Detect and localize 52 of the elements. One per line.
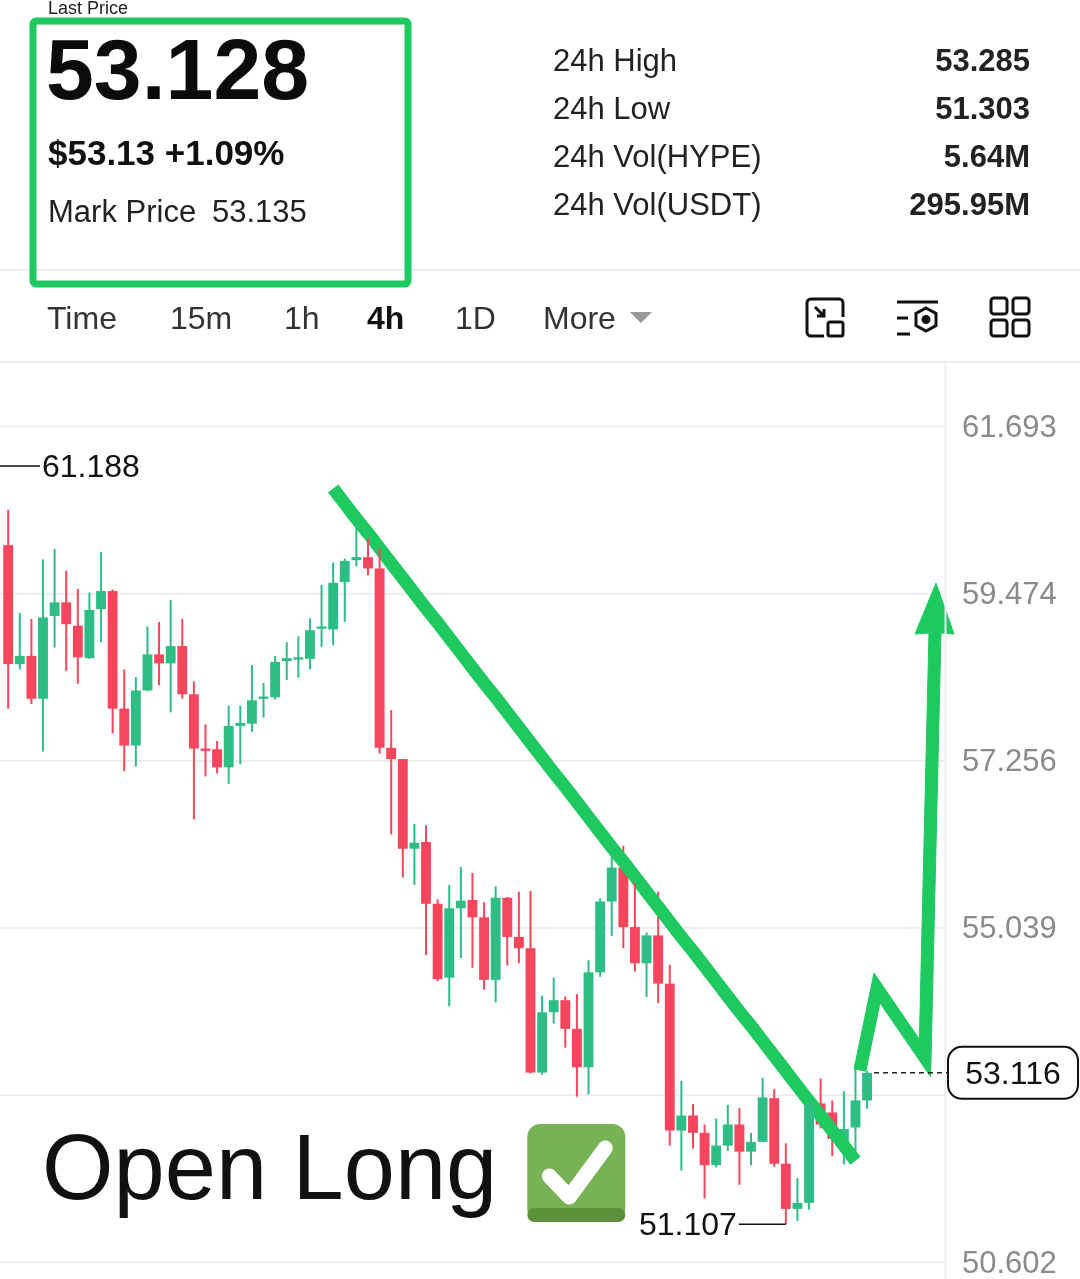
candlestick [363,537,373,577]
text: More [543,300,616,336]
text: 53.135 [212,194,307,229]
text: 24h Vol(USDT) [553,187,762,222]
text: 4h [367,300,405,336]
candlestick [676,1079,687,1172]
candlestick [386,709,397,836]
annotation: 51.107 [638,1206,737,1243]
candlestick [165,599,176,714]
y-tick-label: 57.256 [962,743,1057,779]
ref-line-label: 53.116 [965,1055,1061,1092]
candlestick [351,519,362,568]
text: 24h High [553,43,678,78]
text: Last Price [48,0,129,18]
candlestick [235,704,246,766]
candlestick [339,557,350,623]
candlestick [548,976,559,1025]
text: 24h Low [553,91,671,126]
candlestick [688,1103,698,1150]
text: 51.303 [935,91,1030,126]
text: 53.128 [46,21,310,117]
candlestick [49,547,60,649]
text: 53.285 [935,43,1030,78]
annotation: 61.188 [42,448,140,485]
candlestick [316,584,327,648]
candlestick [746,1131,756,1167]
candlestick [61,569,72,672]
candlestick [96,550,106,644]
candlestick [455,865,466,960]
text: $53.13 +1.09% [48,133,285,172]
candlestick [513,890,524,965]
y-tick-label: 59.474 [962,576,1057,612]
candlestick [722,1103,733,1152]
text: 1h [284,300,320,336]
text: Mark Price [48,194,197,229]
y-tick-label: 61.693 [962,408,1057,444]
text: 1D [455,300,496,336]
annotation: Open Long [42,1116,498,1218]
text: 295.95M [909,187,1030,222]
candlestick [409,822,420,886]
candlestick [212,740,223,775]
text: 15m [170,300,233,336]
y-tick-label: 50.602 [962,1244,1057,1279]
candlestick [14,611,25,671]
candlestick [711,1117,722,1169]
text: 24h Vol(HYPE) [553,139,762,174]
candlestick [154,620,164,687]
text: 5.64M [943,139,1030,174]
candlestick [246,663,257,733]
candlestick [792,1177,803,1222]
y-tick-label: 55.039 [962,910,1057,946]
text: Time [47,300,117,336]
